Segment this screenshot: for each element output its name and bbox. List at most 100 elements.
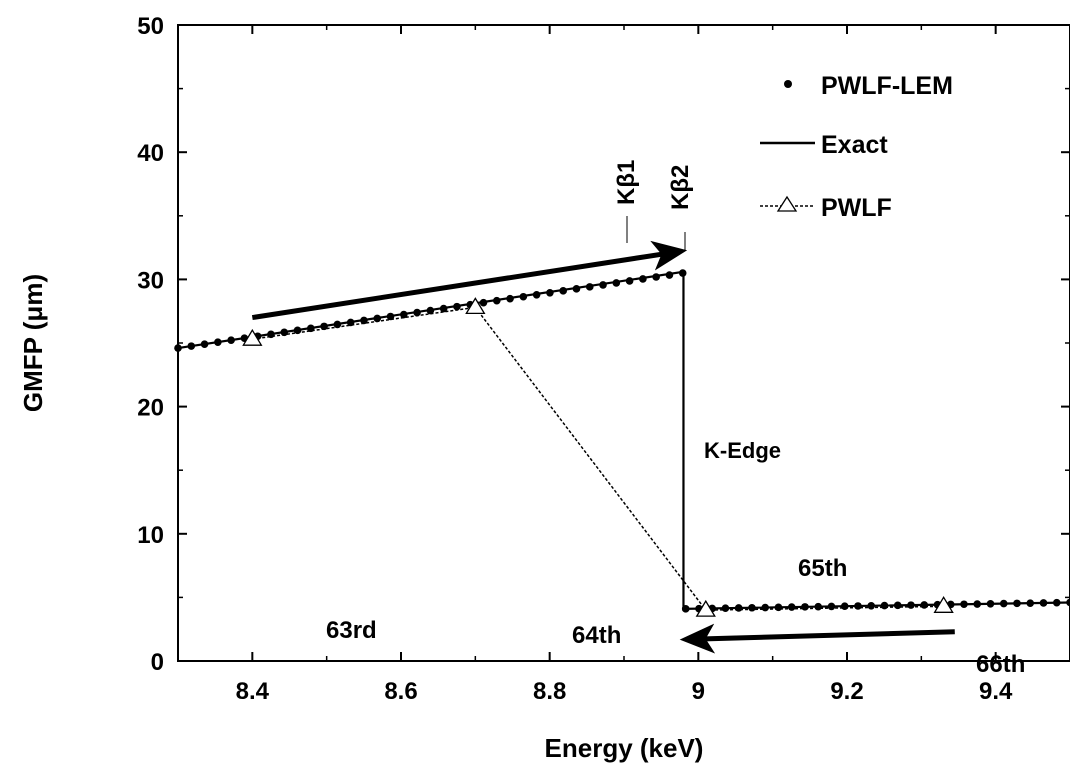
series-pwlf-lem-point	[880, 601, 889, 610]
series-pwlf-lem-point	[519, 292, 528, 301]
series-pwlf-lem-point	[572, 285, 581, 293]
series-pwlf-lem-point	[479, 298, 488, 307]
series-pwlf-lem-point	[585, 283, 594, 291]
series-pwlf-lem-point	[174, 344, 182, 352]
series-pwlf-lem-point	[774, 603, 783, 612]
x-tick-label: 9	[692, 678, 705, 705]
kb2-annotation: Kβ2	[667, 165, 694, 250]
legend-marker-dot	[784, 80, 792, 88]
series-pwlf-lem-point	[721, 604, 730, 612]
legend-label-pwlf: PWLF	[821, 194, 892, 222]
series-pwlf-point	[242, 328, 263, 346]
series-pwlf-lem-point	[214, 338, 222, 346]
arrows-layer	[251, 240, 955, 654]
series-pwlf-lem-point	[625, 277, 634, 285]
kb2-label: Kβ2	[667, 165, 694, 210]
series-pwlf-lem-point	[227, 336, 235, 344]
x-tick-label: 8.6	[384, 678, 417, 705]
series-pwlf-lem-point	[920, 601, 929, 609]
y-tick-label: 20	[137, 395, 164, 422]
k-edge-label: K-Edge	[704, 438, 781, 463]
series-pwlf-lem-point	[761, 603, 770, 612]
plot-frame	[177, 24, 1070, 662]
y-axis-title: GMFP (μm)	[18, 274, 48, 412]
series-pwlf-point	[933, 596, 954, 613]
y-tick-label: 10	[137, 522, 164, 549]
label-65th: 65th	[798, 555, 847, 582]
legend-label-pwlf-lem: PWLF-LEM	[821, 72, 953, 100]
series-pwlf-point	[695, 599, 716, 617]
annotation-arrow	[251, 240, 688, 321]
x-tick-label: 8.4	[236, 678, 270, 705]
series-pwlf-point	[465, 297, 486, 315]
series-pwlf-lem-point	[639, 275, 647, 283]
series-pwlf-lem-point	[652, 273, 660, 281]
series-pwlf-lem-point	[200, 340, 209, 348]
series-pwlf-lem-point	[1013, 599, 1021, 608]
series-pwlf-lem-point	[506, 294, 514, 303]
series-pwlf-lem-point	[426, 306, 435, 315]
series-pwlf-lem-point	[986, 600, 995, 608]
kb1-annotation: Kβ1	[613, 160, 640, 243]
series-layer	[174, 269, 1070, 617]
series-pwlf-lem-point	[320, 322, 328, 331]
y-tick-label: 0	[151, 649, 164, 676]
series-pwlf-lem-point	[559, 287, 567, 295]
series-pwlf-lem-point	[893, 601, 902, 610]
series-pwlf-lem-point	[1026, 599, 1035, 607]
series-pwlf-lem-point	[854, 602, 862, 610]
series-pwlf-lem-point	[293, 326, 302, 335]
y-tick-label: 30	[137, 267, 164, 294]
legend: PWLF-LEM Exact PWLF	[760, 72, 953, 222]
series-pwlf-lem-point	[665, 271, 674, 279]
label-63rd: 63rd	[326, 617, 377, 644]
series-pwlf-lem-point	[346, 318, 355, 327]
series-pwlf-lem-point	[801, 603, 809, 611]
series-pwlf-lem-point	[492, 296, 501, 305]
series-pwlf-lem-point	[439, 304, 448, 313]
series-pwlf-lem-point	[681, 605, 690, 613]
series-pwlf-lem-point	[280, 328, 289, 337]
label-66th: 66th	[976, 651, 1025, 678]
x-tick-label: 9.4	[979, 678, 1013, 705]
x-tick-label: 8.8	[533, 678, 566, 705]
series-pwlf-lem-point	[814, 602, 823, 611]
legend-marker-triangle	[776, 195, 798, 212]
series-pwlf-lem-point	[532, 290, 541, 299]
legend-label-exact: Exact	[821, 131, 888, 159]
series-pwlf-lem-point	[748, 603, 756, 612]
series-pwlf-lem-point	[307, 324, 315, 333]
series-pwlf-lem-point	[599, 281, 607, 289]
series-exact-line	[177, 270, 1070, 610]
series-pwlf-lem-point	[453, 302, 461, 311]
series-pwlf-lem-point	[373, 314, 382, 323]
series-pwlf-lem-point	[867, 601, 876, 610]
series-pwlf-lem-point	[187, 342, 196, 350]
series-pwlf-lem-point	[678, 269, 687, 277]
x-axis-title: Energy (keV)	[545, 733, 704, 763]
y-axis: 0 10 20 30 40 50	[137, 13, 1070, 676]
series-pwlf-lem-point	[1052, 598, 1061, 607]
series-pwlf-lem-point	[612, 279, 621, 287]
series-pwlf-lem-point	[1039, 599, 1048, 607]
series-pwlf-lem-point	[267, 330, 275, 339]
series-pwlf-lem-point	[413, 308, 421, 317]
series-pwlf-lem-point	[360, 316, 368, 325]
x-tick-label: 9.2	[830, 678, 863, 705]
series-pwlf-lem-point	[734, 604, 743, 612]
series-pwlf-lem-point	[787, 603, 796, 611]
label-64th: 64th	[572, 622, 621, 649]
series-pwlf-lem-point	[840, 602, 849, 611]
series-pwlf-lem-point	[386, 312, 395, 321]
y-tick-label: 50	[137, 13, 164, 40]
series-pwlf-lem-point	[960, 600, 968, 609]
y-tick-label: 40	[137, 140, 164, 167]
x-axis: 8.4 8.6 8.8 9 9.2 9.4	[236, 25, 1070, 705]
series-pwlf-lem-point	[1066, 598, 1070, 607]
series-pwlf-lem-point	[399, 310, 408, 319]
series-pwlf-lem-point	[333, 320, 342, 329]
series-pwlf-lem-point	[546, 288, 554, 297]
kb1-label: Kβ1	[613, 160, 640, 205]
series-pwlf-lem-point	[827, 602, 836, 611]
